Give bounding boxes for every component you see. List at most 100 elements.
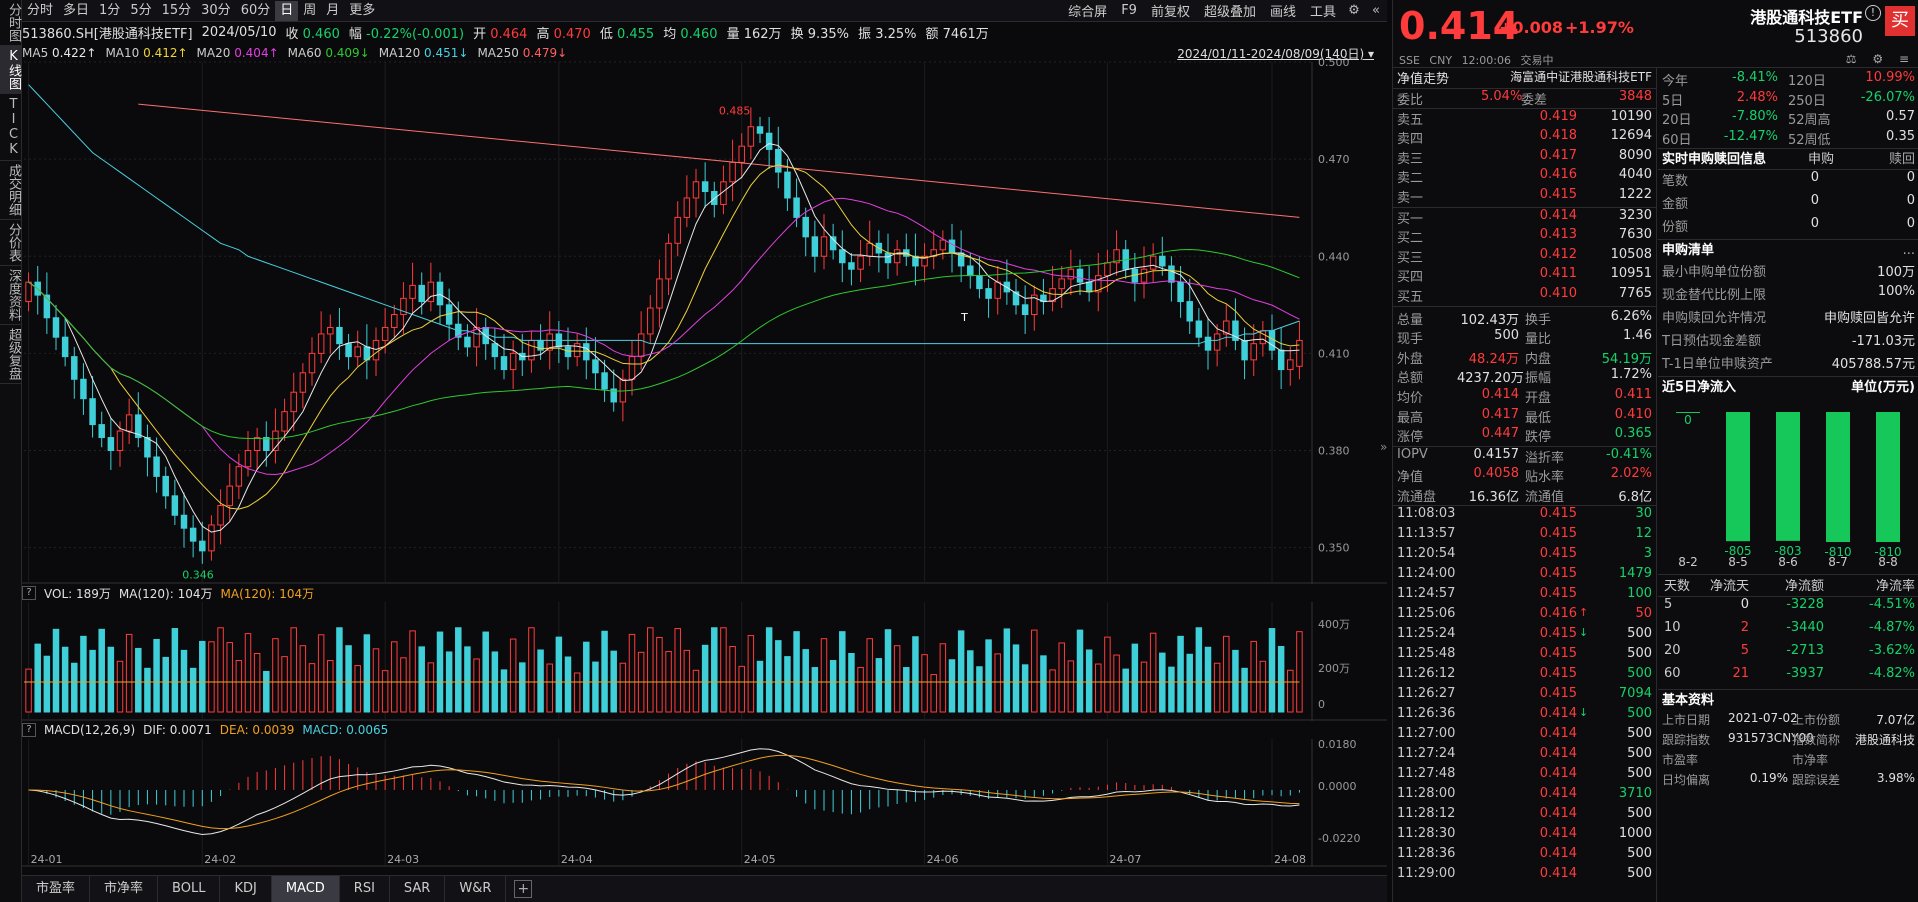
- tool-forward-adjust[interactable]: 前复权: [1150, 5, 1190, 20]
- tab-pe[interactable]: 市盈率: [22, 876, 91, 902]
- ma120-line: [28, 84, 1300, 345]
- period-month[interactable]: 月: [326, 2, 340, 18]
- help-icon[interactable]: ?: [22, 586, 36, 600]
- low-field: 低 0.455: [599, 27, 655, 42]
- candle-body: [61, 336, 69, 358]
- ask-price[interactable]: 0.418: [1539, 128, 1577, 144]
- volume-bar: [25, 668, 32, 713]
- tick-volume: 500: [1627, 726, 1652, 742]
- tab-macd[interactable]: MACD: [271, 876, 340, 902]
- bid-price[interactable]: 0.413: [1539, 227, 1577, 243]
- stat-value: 0.410: [1614, 406, 1652, 422]
- tick-time: 11:26:12: [1397, 666, 1456, 682]
- ma5-line: [28, 143, 1300, 533]
- period-multiday[interactable]: 多日: [63, 2, 90, 18]
- candle-body: [665, 242, 672, 280]
- tick-row: 11:08:03 0.415 30: [1393, 506, 1656, 526]
- volume-bar: [1204, 646, 1212, 713]
- stat-label: 涨停: [1397, 430, 1424, 446]
- tab-depth-info[interactable]: 深度资料: [0, 266, 22, 325]
- buy-button[interactable]: 买: [1885, 6, 1915, 36]
- period-week[interactable]: 周: [303, 2, 317, 18]
- tool-draw-line[interactable]: 画线: [1269, 5, 1296, 20]
- tab-rsi[interactable]: RSI: [340, 876, 390, 902]
- candle-body: [226, 485, 233, 507]
- period-60min[interactable]: 60分: [240, 2, 271, 18]
- period-more[interactable]: 更多: [349, 2, 376, 18]
- kline-chart-area[interactable]: 0.500 0.470 0.440 0.410 0.380 0.350 24-01 24-02…: [22, 0, 1387, 902]
- volume-bar: [930, 674, 937, 713]
- candle-body: [217, 505, 224, 526]
- ask-price[interactable]: 0.417: [1539, 147, 1577, 163]
- tool-tools[interactable]: 工具: [1309, 5, 1336, 20]
- date-range-selector[interactable]: 2024/01/11-2024/08/09(140日) ▾: [1177, 47, 1374, 61]
- tab-boll[interactable]: BOLL: [158, 876, 221, 902]
- tab-kdj[interactable]: KDJ: [220, 876, 272, 902]
- ask-price[interactable]: 0.419: [1539, 108, 1577, 124]
- add-indicator-button[interactable]: +: [514, 880, 533, 898]
- stat-label: 流通值: [1525, 489, 1565, 505]
- collapse-panel-icon[interactable]: »: [1380, 440, 1388, 454]
- inflow-date: 8-5: [1728, 555, 1748, 569]
- tab-trade-detail[interactable]: 成交明细: [0, 161, 22, 220]
- tab-price-table[interactable]: 分价表: [0, 220, 22, 266]
- period-5min[interactable]: 5分: [130, 2, 152, 18]
- tab-tick[interactable]: TICK: [0, 94, 22, 161]
- tick-list: 11:08:03 0.415 30 11:13:57 0.415 12 11:20:54 0.…: [1393, 506, 1656, 886]
- tool-f9[interactable]: F9: [1121, 3, 1137, 18]
- tab-kline[interactable]: K线图: [0, 46, 22, 94]
- candle-body: [1287, 359, 1294, 371]
- tab-pb[interactable]: 市净率: [90, 876, 159, 902]
- indicator-tabs: 市盈率 市净率 BOLL KDJ MACD RSI SAR W&R +: [22, 875, 1387, 902]
- period-15min[interactable]: 15分: [161, 2, 192, 18]
- candle-body: [427, 281, 435, 303]
- bid-price[interactable]: 0.414: [1539, 207, 1577, 223]
- volume-bar: [1149, 632, 1157, 713]
- tab-sar[interactable]: SAR: [390, 876, 446, 902]
- quote-tool-icons[interactable]: ⚖ ⚙ ≡: [1845, 52, 1915, 66]
- help-icon[interactable]: ?: [22, 723, 36, 737]
- period-1min[interactable]: 1分: [99, 2, 121, 18]
- quote-time: 12:00:06: [1461, 54, 1511, 67]
- period-day[interactable]: 日: [275, 0, 299, 21]
- tab-super-review[interactable]: 超级复盘: [0, 325, 22, 384]
- volume-bar: [144, 667, 151, 713]
- low-annotation: 0.346: [182, 569, 214, 582]
- tick-time: 11:28:30: [1397, 826, 1456, 842]
- tab-wr[interactable]: W&R: [445, 876, 507, 902]
- candle-body: [162, 475, 169, 497]
- ma10-line: [28, 164, 1300, 510]
- volume-bar: [1067, 660, 1075, 713]
- expand-icon[interactable]: «: [1372, 3, 1380, 18]
- volume-bar: [418, 646, 425, 713]
- settings-icon[interactable]: ⚙: [1348, 3, 1360, 18]
- nav-trend-link[interactable]: 净值走势: [1397, 72, 1450, 87]
- quote-subinfo: SSE CNY 12:00:06 交易中: [1399, 52, 1559, 68]
- tool-super-overlay[interactable]: 超级叠加: [1203, 5, 1256, 20]
- amp-field: 幅 -0.22%(-0.001): [348, 27, 465, 42]
- volume-bar: [107, 646, 115, 713]
- candle-body: [381, 326, 389, 341]
- bid-price[interactable]: 0.410: [1539, 285, 1577, 301]
- bid-price[interactable]: 0.411: [1539, 266, 1577, 282]
- more-icon[interactable]: ...: [1902, 243, 1915, 259]
- volume-bar: [427, 662, 435, 713]
- ask-price[interactable]: 0.416: [1539, 167, 1577, 183]
- candle-body: [317, 333, 325, 354]
- period-timeshare[interactable]: 分时: [27, 2, 54, 18]
- tick-price: 0.415: [1539, 586, 1577, 602]
- volume-bar: [235, 660, 243, 713]
- volume-bar: [921, 654, 928, 713]
- tick-volume: 100: [1627, 586, 1652, 602]
- info-icon[interactable]: !: [1865, 5, 1881, 21]
- tool-composite-screen[interactable]: 综合屏: [1068, 5, 1108, 20]
- volume-bar: [116, 660, 124, 713]
- bid-price[interactable]: 0.412: [1539, 246, 1577, 262]
- candle-body: [98, 424, 105, 439]
- macd-dea: DEA: 0.0039: [219, 723, 295, 737]
- x-tick-label: 24-08: [1274, 853, 1306, 866]
- ask-price[interactable]: 0.415: [1539, 186, 1577, 202]
- stat-label: 振幅: [1525, 371, 1552, 387]
- tab-timeshare[interactable]: 分时图: [0, 0, 22, 46]
- period-30min[interactable]: 30分: [201, 2, 231, 18]
